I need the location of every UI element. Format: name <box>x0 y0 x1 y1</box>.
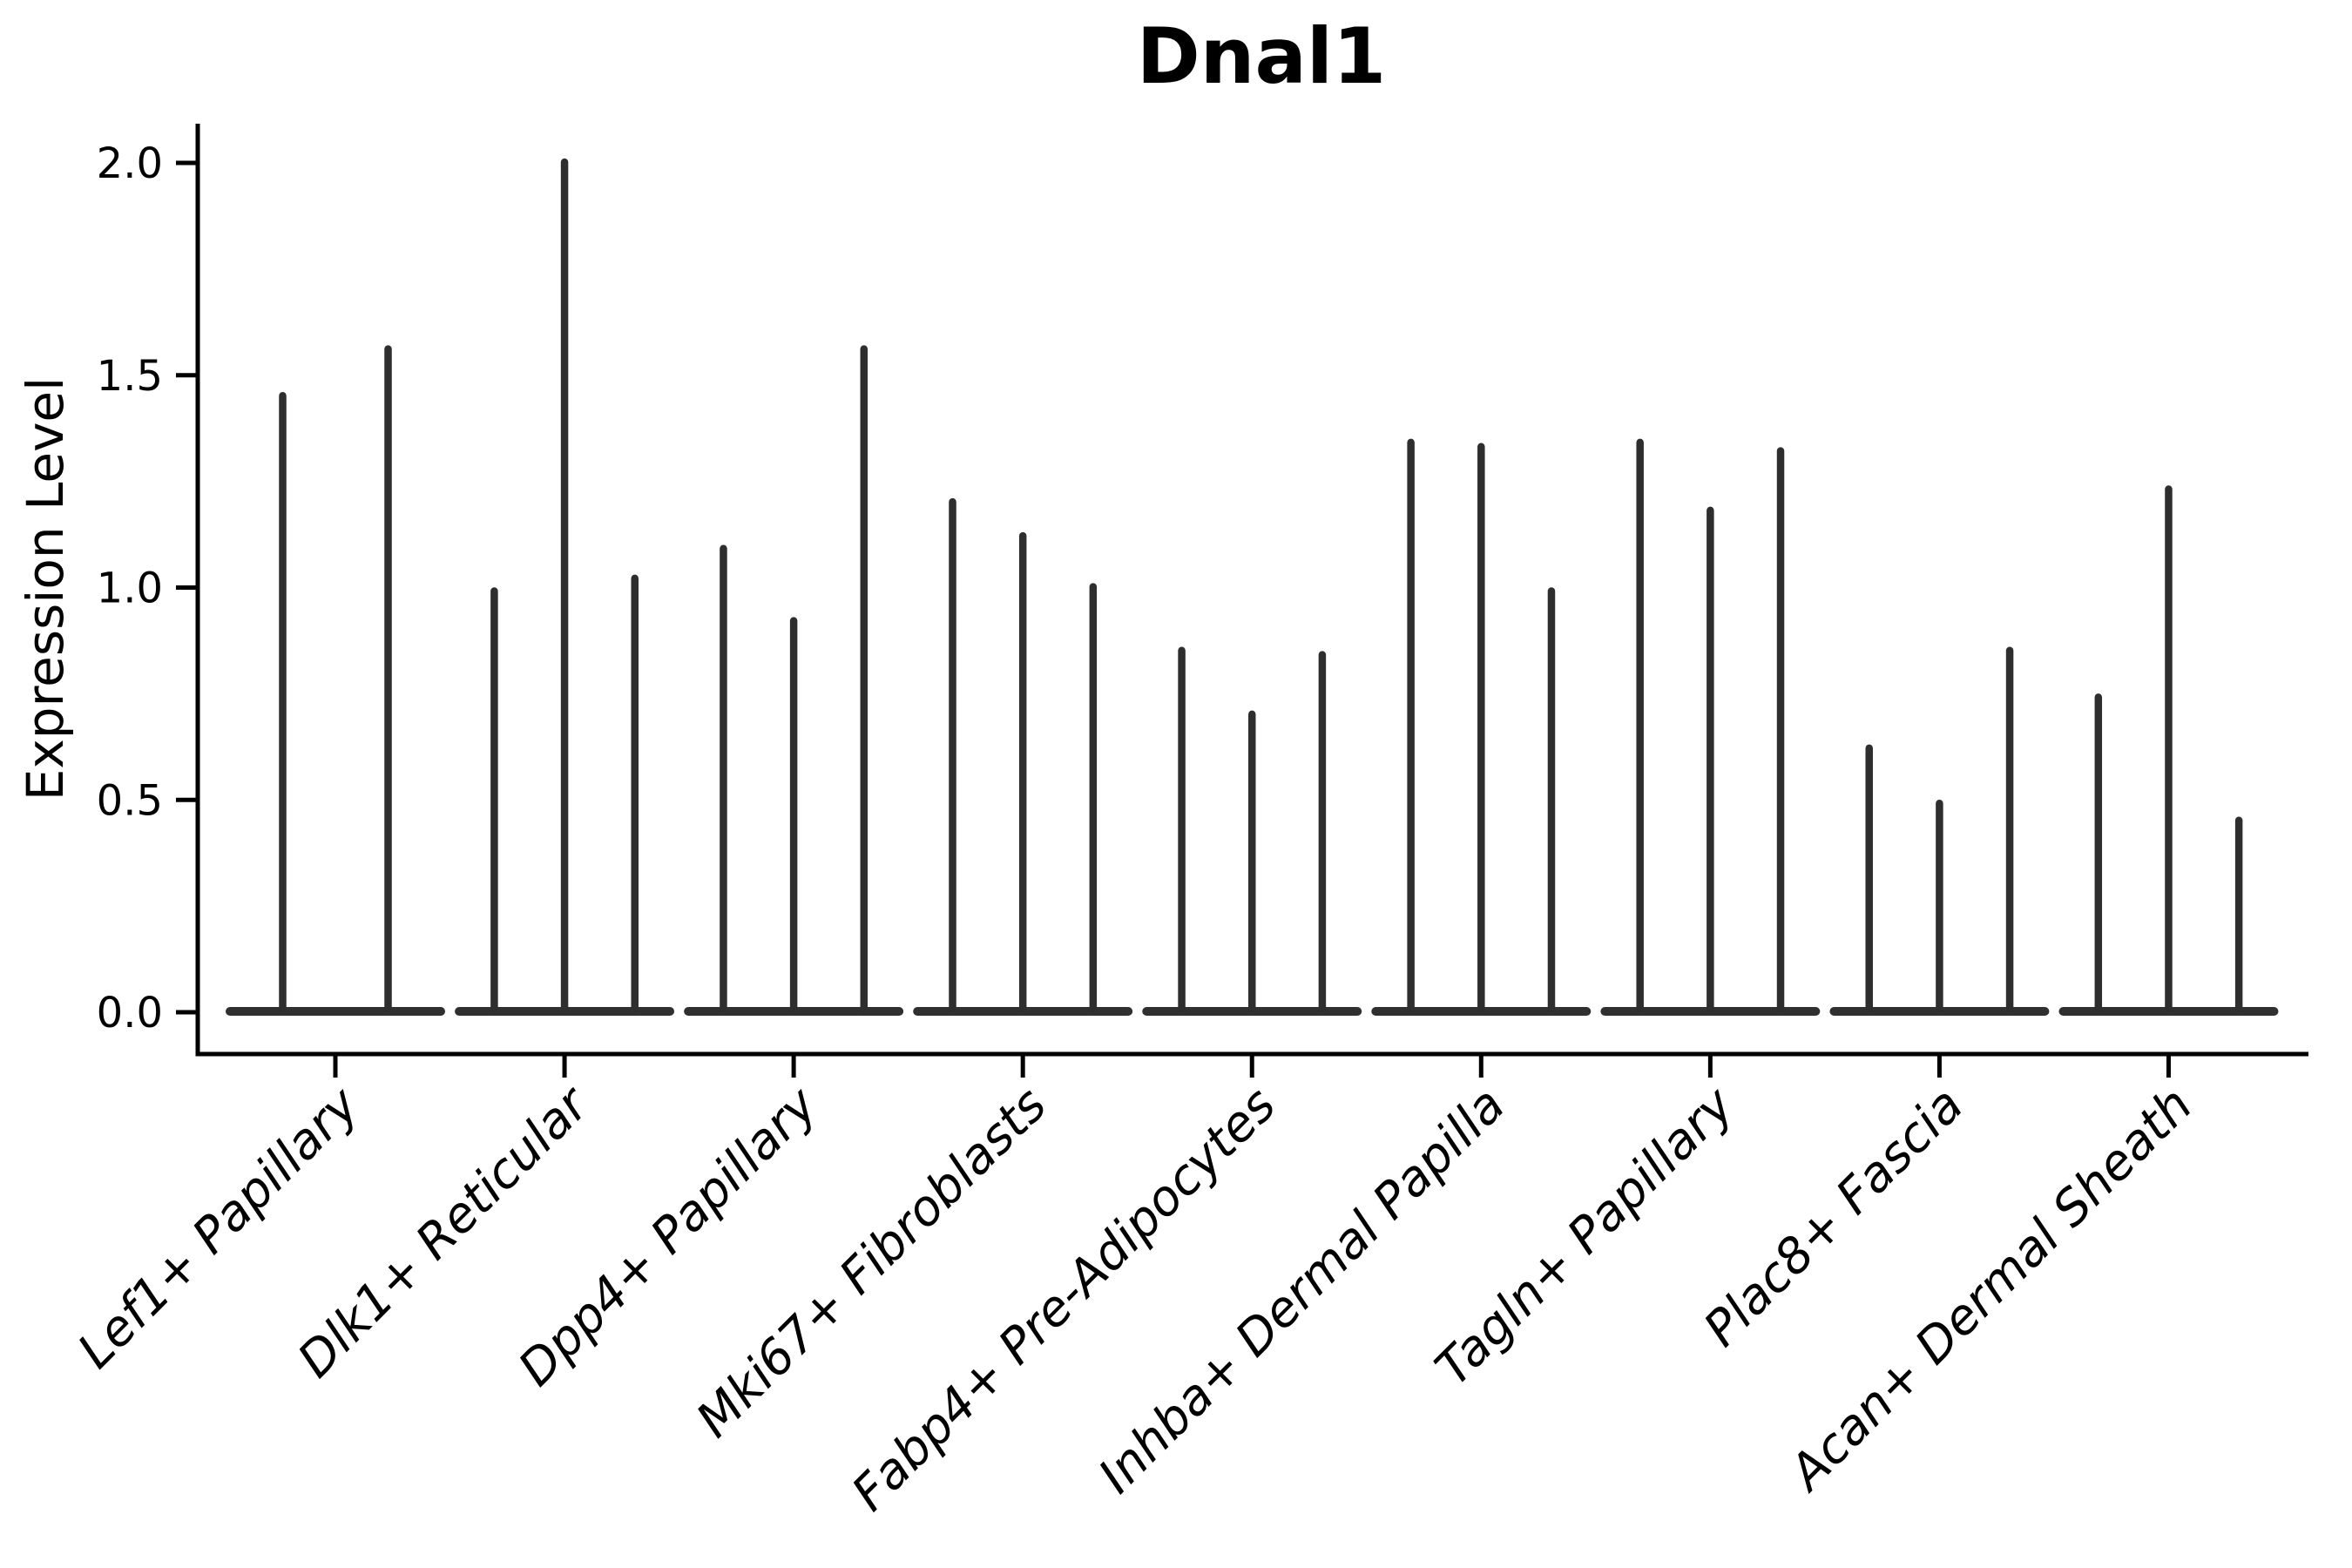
chart-title: Dnal1 <box>1137 11 1386 101</box>
y-tick-label-1: 0.5 <box>97 776 163 825</box>
y-axis-label: Expression Level <box>16 377 75 801</box>
x-tick-label-4: Fabp4+ Pre-Adipocytes <box>841 1077 1287 1522</box>
x-tick-label-5: Inhba+ Dermal Papilla <box>1088 1077 1516 1504</box>
x-tick-label-8: Acan+ Dermal Sheath <box>1777 1077 2203 1503</box>
y-tick-label-0: 0.0 <box>97 989 163 1037</box>
y-tick-label-2: 1.0 <box>97 564 163 613</box>
y-tick-label-4: 2.0 <box>97 139 163 188</box>
y-tick-label-3: 1.5 <box>97 352 163 401</box>
